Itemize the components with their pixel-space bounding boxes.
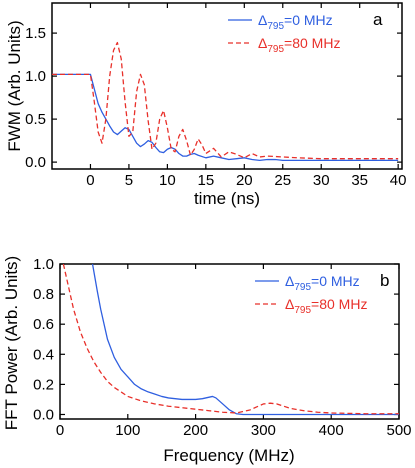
x-tick-label: 35	[351, 172, 368, 189]
legend-label-2: Δ795=80 MHz	[285, 296, 367, 316]
y-tick-label: 0.6	[33, 316, 54, 333]
x-tick-label: 30	[313, 172, 330, 189]
x-tick-label: 200	[183, 422, 208, 439]
panel-b: 0 100 200 300 400 500 0.0 0.2 0.4 0.6 0.8 1.0 Frequ…	[2, 256, 412, 465]
panel-letter-a: a	[373, 10, 383, 29]
series-line-2	[52, 41, 399, 160]
y-tick-label: 1.0	[25, 68, 46, 85]
plot-frame-a	[51, 2, 403, 170]
x-tick-label: 5	[125, 172, 133, 189]
legend-label-1: Δ795=0 MHz	[258, 12, 333, 32]
legend-label-1: Δ795=0 MHz	[285, 273, 360, 293]
panel-a: 0 5 10 15 20 25 30 35 40 0.0 0.5 1.0 1.5 time (ns) F…	[5, 2, 406, 208]
y-tick-label: 0.5	[25, 111, 46, 128]
b-ticks: 0 100 200 300 400 500 0.0 0.2 0.4 0.6 0.8 1.0	[33, 256, 411, 439]
x-tick-label: 0	[56, 422, 64, 439]
x-tick-label: 0	[86, 172, 94, 189]
legend-label-2: Δ795=80 MHz	[258, 35, 340, 55]
series-line-1	[52, 73, 399, 162]
a-ticks: 0 5 10 15 20 25 30 35 40 0.0 0.5 1.0 1.5	[25, 3, 406, 189]
b-ylabel: FFT Power (Arb. Units)	[2, 256, 21, 430]
y-tick-label: 0.2	[33, 376, 54, 393]
x-tick-label: 25	[274, 172, 291, 189]
x-tick-label: 100	[115, 422, 140, 439]
x-tick-label: 300	[251, 422, 276, 439]
b-xlabel: Frequency (MHz)	[163, 446, 294, 465]
a-ylabel: FWM (Arb. Units)	[5, 20, 24, 151]
y-tick-label: 1.0	[33, 256, 54, 273]
x-tick-label: 15	[198, 172, 215, 189]
x-tick-label: 20	[236, 172, 253, 189]
y-tick-label: 1.5	[25, 25, 46, 42]
series-line-1	[91, 264, 399, 416]
a-legend: Δ795=0 MHz Δ795=80 MHz	[228, 12, 340, 55]
x-tick-label: 500	[386, 422, 411, 439]
x-tick-label: 40	[390, 172, 407, 189]
plot-frame-b	[59, 263, 400, 420]
b-legend: Δ795=0 MHz Δ795=80 MHz	[255, 273, 367, 316]
y-tick-label: 0.0	[33, 406, 54, 423]
a-xlabel: time (ns)	[194, 189, 260, 208]
b-series	[62, 264, 399, 416]
y-tick-label: 0.0	[25, 154, 46, 171]
panel-letter-b: b	[380, 271, 389, 290]
y-tick-label: 0.8	[33, 286, 54, 303]
y-tick-label: 0.4	[33, 346, 54, 363]
x-tick-label: 400	[319, 422, 344, 439]
a-series	[52, 41, 399, 162]
x-tick-label: 10	[159, 172, 176, 189]
